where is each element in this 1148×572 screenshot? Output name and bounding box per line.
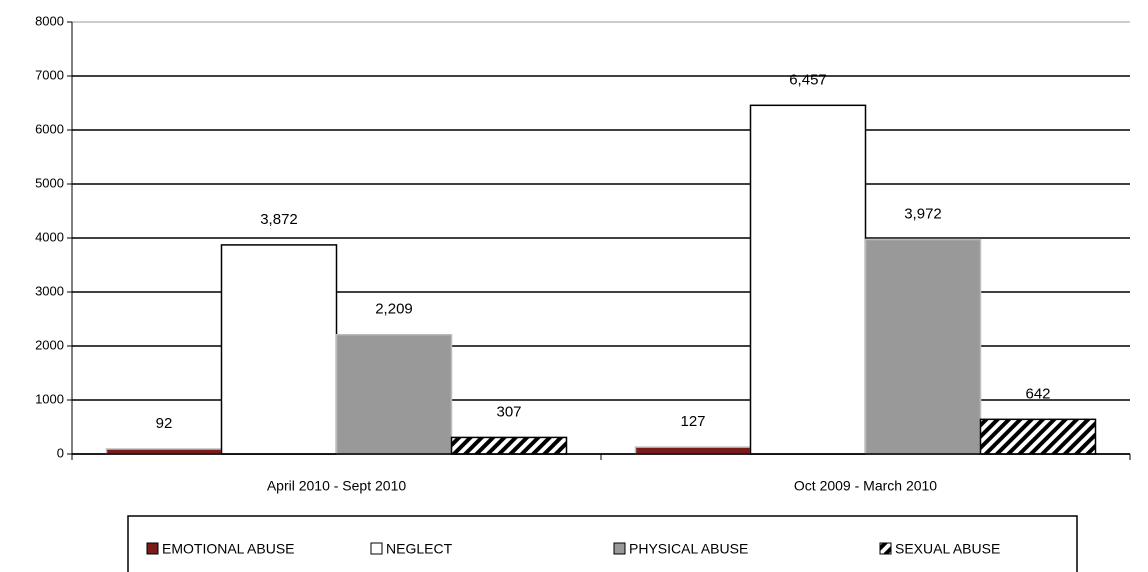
legend-swatch bbox=[146, 542, 159, 555]
x-tick-label: April 2010 - Sept 2010 bbox=[267, 478, 407, 494]
legend-label: SEXUAL ABUSE bbox=[895, 541, 1000, 557]
data-label: 2,209 bbox=[375, 301, 413, 318]
y-tick-label: 4000 bbox=[35, 229, 64, 244]
data-label: 127 bbox=[680, 413, 705, 430]
bar bbox=[864, 238, 982, 455]
bar bbox=[749, 104, 867, 455]
y-tick-label: 2000 bbox=[35, 337, 64, 352]
legend-swatch bbox=[879, 542, 892, 555]
data-label: 92 bbox=[156, 415, 173, 432]
legend-label: NEGLECT bbox=[386, 541, 453, 557]
data-label: 3,872 bbox=[260, 211, 298, 228]
legend-label: PHYSICAL ABUSE bbox=[629, 541, 748, 557]
data-label: 307 bbox=[496, 403, 521, 420]
y-tick-label: 3000 bbox=[35, 283, 64, 298]
legend-swatch bbox=[370, 542, 383, 555]
legend-swatch bbox=[613, 542, 626, 555]
y-tick-label: 5000 bbox=[35, 175, 64, 190]
y-tick-label: 8000 bbox=[35, 13, 64, 28]
bar bbox=[979, 418, 1097, 455]
y-tick-label: 0 bbox=[57, 445, 64, 460]
data-label: 642 bbox=[1025, 385, 1050, 402]
y-tick-label: 1000 bbox=[35, 391, 64, 406]
bar bbox=[220, 244, 338, 455]
data-label: 6,457 bbox=[789, 71, 827, 88]
data-label: 3,972 bbox=[904, 205, 942, 222]
x-tick-label: Oct 2009 - March 2010 bbox=[794, 478, 937, 494]
legend-label: EMOTIONAL ABUSE bbox=[162, 541, 295, 557]
bar bbox=[335, 333, 453, 455]
y-tick-label: 7000 bbox=[35, 67, 64, 82]
bar bbox=[634, 446, 752, 455]
legend-box bbox=[127, 515, 1078, 572]
y-tick-label: 6000 bbox=[35, 121, 64, 136]
bar bbox=[450, 436, 568, 455]
